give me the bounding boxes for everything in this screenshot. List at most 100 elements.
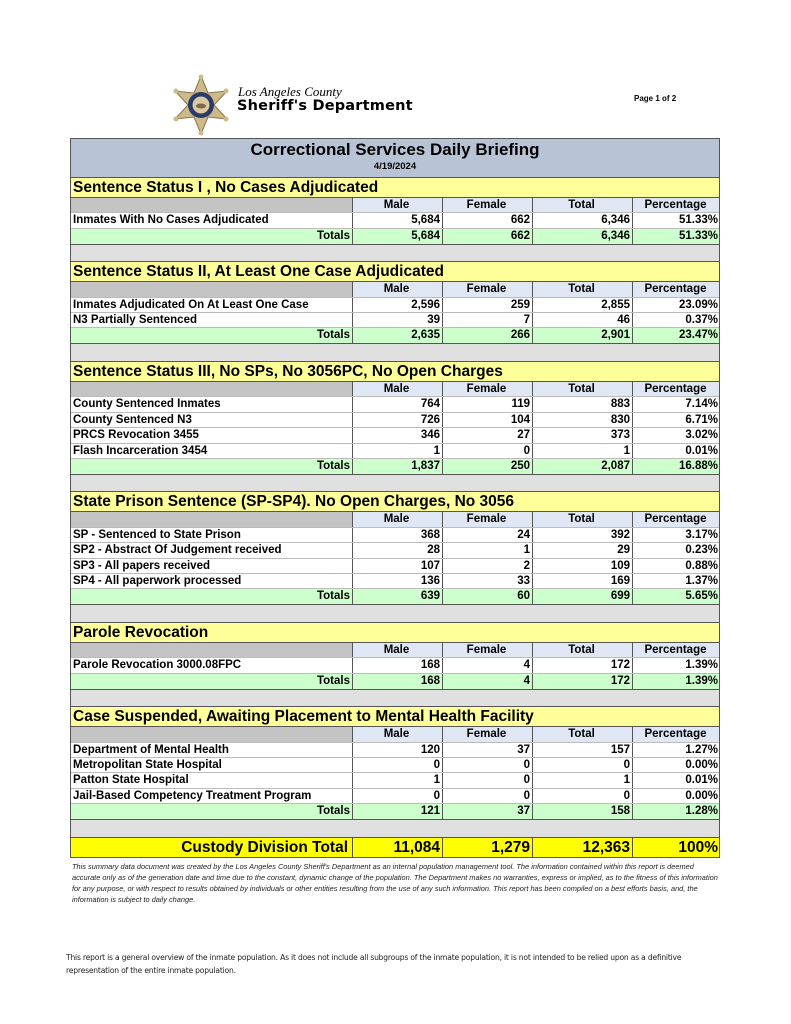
row-label: Jail-Based Competency Treatment Program: [71, 788, 353, 804]
totals-male: 121: [353, 804, 443, 820]
cell-total: 830: [533, 412, 633, 428]
totals-label: Totals: [71, 458, 353, 474]
table-row: County Sentenced Inmates 764 119 883 7.14%: [71, 397, 719, 413]
totals-percentage: 5.65%: [685, 590, 718, 603]
totals-percentage: 1.39%: [685, 674, 718, 687]
daily-briefing-report: Correctional Services Daily Briefing 4/1…: [70, 138, 720, 858]
totals-label: Totals: [71, 328, 353, 344]
cell-male: 764: [353, 397, 443, 412]
row-label: SP3 - All papers received: [71, 558, 353, 573]
cell-male: 39: [353, 313, 443, 328]
cell-total: 46: [533, 313, 633, 328]
row-label: County Sentenced Inmates: [71, 397, 353, 412]
cell-percentage: 3.17%: [685, 528, 718, 541]
cell-percentage: 0.23%: [685, 544, 718, 557]
row-label: Parole Revocation 3000.08FPC: [71, 658, 353, 673]
row-label: County Sentenced N3: [71, 412, 353, 428]
totals-row: Totals 5,684 662 6,346 51.33%: [71, 228, 719, 245]
column-header-row: Male Female Total Percentage: [71, 198, 719, 214]
totals-male: 5,684: [353, 228, 443, 244]
cell-female: 27: [443, 428, 533, 443]
cell-percentage: 0.00%: [685, 789, 718, 802]
table-row: Patton State Hospital 1 0 1 0.01%: [71, 773, 719, 789]
report-date: 4/19/2024: [373, 161, 417, 172]
cell-percentage: 7.14%: [685, 398, 718, 411]
column-header-row: Male Female Total Percentage: [71, 727, 719, 743]
table-row: County Sentenced N3 726 104 830 6.71%: [71, 412, 719, 429]
row-label: SP2 - Abstract Of Judgement received: [71, 543, 353, 558]
report-section: Sentence Status I , No Cases Adjudicated…: [71, 178, 719, 263]
cell-percentage: 1.37%: [685, 574, 718, 587]
column-header-blank: [71, 642, 353, 658]
cell-male: 2,596: [353, 297, 443, 313]
column-header-female: Female: [443, 642, 533, 658]
row-label: Department of Mental Health: [71, 742, 353, 757]
cell-male: 726: [353, 412, 443, 428]
totals-total: 699: [533, 589, 633, 605]
totals-male: 168: [353, 673, 443, 689]
totals-label: Totals: [71, 804, 353, 820]
totals-male: 2,635: [353, 328, 443, 344]
cell-female: 4: [443, 658, 533, 673]
report-section: State Prison Sentence (SP-SP4). No Open …: [71, 492, 719, 623]
totals-female: 60: [443, 589, 533, 605]
cell-female: 662: [443, 213, 533, 228]
cell-female: 2: [443, 558, 533, 573]
cell-total: 109: [533, 558, 633, 573]
row-label: Inmates Adjudicated On At Least One Case: [71, 297, 353, 313]
cell-male: 0: [353, 788, 443, 804]
column-header-percentage: Percentage: [633, 282, 719, 297]
column-header-percentage: Percentage: [633, 512, 719, 527]
cell-total: 392: [533, 527, 633, 543]
cell-total: 157: [533, 742, 633, 757]
cell-percentage: 3.02%: [685, 429, 718, 442]
totals-female: 250: [443, 458, 533, 474]
column-header-male: Male: [353, 727, 443, 742]
cell-percentage: 1.27%: [685, 743, 718, 756]
cell-total: 0: [533, 788, 633, 804]
cell-total: 1: [533, 443, 633, 458]
totals-row: Totals 2,635 266 2,901 23.47%: [71, 328, 719, 345]
grand-total-male: 11,084: [353, 837, 443, 857]
footnote-text: This report is a general overview of the…: [66, 953, 682, 975]
column-header-blank: [71, 381, 353, 397]
totals-row: Totals 168 4 172 1.39%: [71, 673, 719, 690]
section-spacer: [71, 474, 719, 493]
column-header-total: Total: [533, 727, 633, 742]
row-label: Patton State Hospital: [71, 773, 353, 788]
column-header-female: Female: [443, 381, 533, 397]
report-sections: Sentence Status I , No Cases Adjudicated…: [71, 178, 719, 838]
cell-percentage: 0.01%: [685, 444, 718, 457]
cell-percentage: 1.39%: [685, 659, 718, 672]
column-header-blank: [71, 198, 353, 213]
totals-total: 172: [533, 673, 633, 689]
table-row: Flash Incarceration 3454 1 0 1 0.01%: [71, 443, 719, 459]
table-row: Metropolitan State Hospital 0 0 0 0.00%: [71, 757, 719, 774]
row-label: Metropolitan State Hospital: [71, 757, 353, 773]
disclaimer-text: This summary data document was created b…: [72, 862, 718, 904]
cell-total: 169: [533, 573, 633, 589]
totals-label: Totals: [71, 589, 353, 605]
report-section: Sentence Status III, No SPs, No 3056PC, …: [71, 361, 719, 493]
cell-male: 168: [353, 658, 443, 673]
cell-female: 0: [443, 443, 533, 458]
column-header-male: Male: [353, 642, 443, 658]
report-section: Case Suspended, Awaiting Placement to Me…: [71, 707, 719, 838]
cell-total: 1: [533, 773, 633, 788]
section-title: Parole Revocation: [71, 622, 719, 643]
column-header-male: Male: [353, 198, 443, 213]
section-title: Sentence Status II, At Least One Case Ad…: [71, 262, 719, 283]
totals-total: 2,087: [533, 458, 633, 474]
cell-percentage: 51.33%: [678, 214, 718, 227]
totals-label: Totals: [71, 673, 353, 689]
column-header-percentage: Percentage: [633, 727, 719, 742]
section-spacer: [71, 344, 719, 362]
section-title: Sentence Status I , No Cases Adjudicated: [71, 178, 719, 198]
report-title: Correctional Services Daily Briefing: [250, 140, 540, 159]
grand-total-row: Custody Division Total 11,084 1,279 12,3…: [71, 837, 719, 857]
column-header-percentage: Percentage: [633, 198, 719, 213]
column-header-total: Total: [533, 381, 633, 397]
column-header-total: Total: [533, 512, 633, 527]
section-spacer: [71, 689, 719, 708]
grand-total-female: 1,279: [443, 837, 533, 857]
